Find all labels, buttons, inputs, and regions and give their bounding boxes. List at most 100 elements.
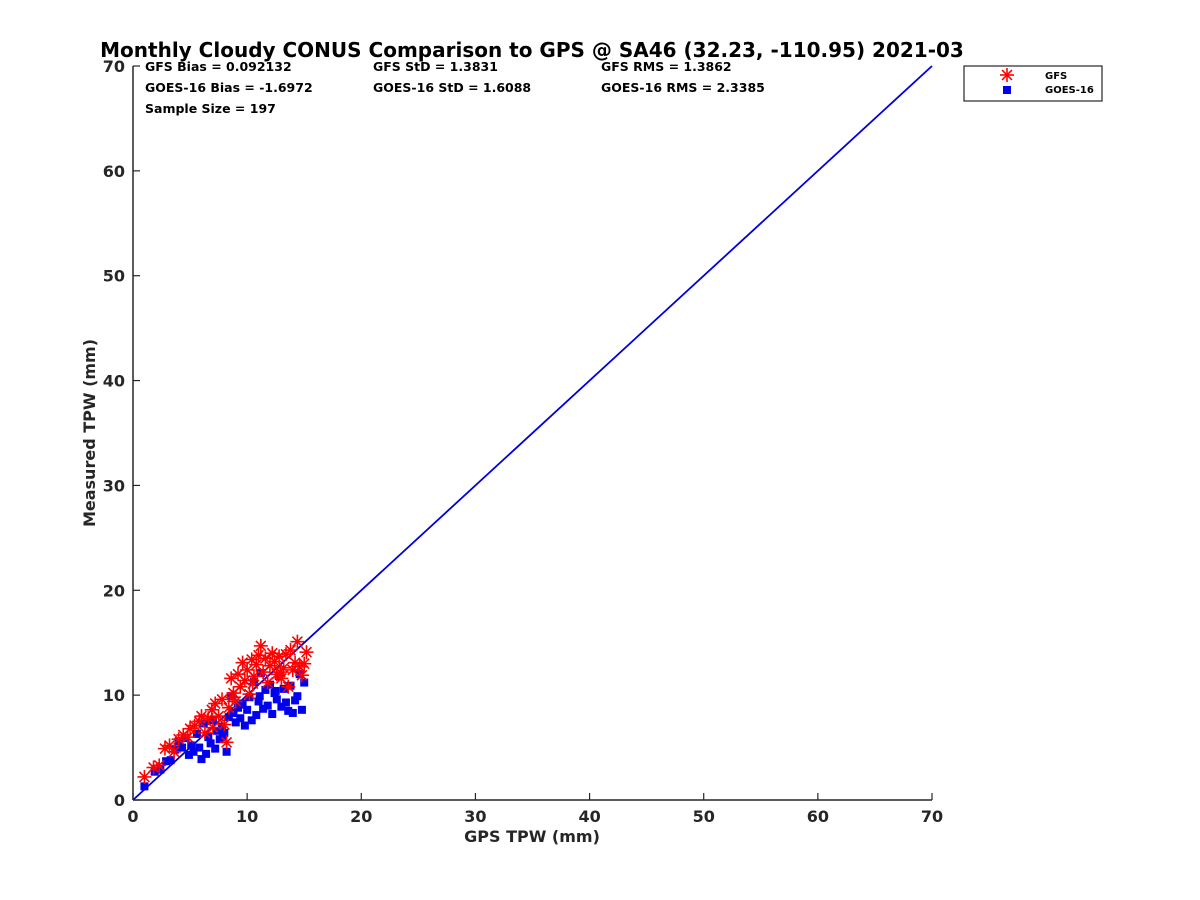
goes16-point (213, 726, 222, 735)
gfs-point (137, 769, 152, 784)
goes16-point (162, 757, 171, 766)
stat-gfs-std: GFS StD = 1.3831 (373, 59, 498, 74)
goes16-point (224, 713, 233, 722)
x-tick-label: 40 (578, 807, 600, 826)
goes16-point (281, 698, 290, 707)
goes16-point (297, 705, 306, 714)
gfs-point (194, 709, 209, 724)
legend: GFS GOES-16 (963, 65, 1103, 102)
goes16-point (256, 669, 265, 678)
goes16-point (243, 705, 252, 714)
x-tick-label: 50 (693, 807, 715, 826)
gfs-point (225, 690, 240, 705)
x-tick-label: 20 (350, 807, 372, 826)
legend-gfs-asterisk (1000, 68, 1014, 82)
stat-gfs-bias: GFS Bias = 0.092132 (145, 59, 292, 74)
gfs-point (253, 638, 268, 653)
goes16-point (208, 716, 217, 725)
goes16-point (247, 716, 256, 725)
goes16-point (166, 756, 175, 765)
legend-label-gfs: GFS (1045, 71, 1067, 82)
gfs-point (290, 634, 305, 649)
y-tick-label: 50 (103, 267, 125, 286)
goes16-point (195, 743, 204, 752)
goes16-point (211, 744, 220, 753)
y-tick-label: 70 (103, 57, 125, 76)
goes16-point (237, 700, 246, 709)
stat-goes-bias: GOES-16 Bias = -1.6972 (145, 80, 313, 95)
goes16-point (192, 729, 201, 738)
goes16-point (219, 732, 228, 741)
gfs-point (231, 667, 246, 682)
goes16-point (189, 747, 198, 756)
goes16-point (252, 711, 261, 720)
gfs-point (242, 687, 257, 702)
gfs-point (283, 643, 298, 658)
y-tick-label: 0 (114, 791, 125, 810)
gfs-point (224, 671, 239, 686)
x-tick-label: 0 (127, 807, 138, 826)
goes16-point (286, 681, 295, 690)
goes16-point (240, 721, 249, 730)
goes16-point (150, 767, 159, 776)
y-tick-label: 30 (103, 476, 125, 495)
gfs-point (256, 665, 271, 680)
goes16-point (293, 692, 302, 701)
chart-title: Monthly Cloudy CONUS Comparison to GPS @… (100, 38, 964, 62)
gfs-point (211, 709, 226, 724)
goes16-point (291, 696, 300, 705)
goes16-point (206, 739, 215, 748)
goes16-point (277, 702, 286, 711)
gfs-point (260, 675, 275, 690)
goes16-point (236, 714, 245, 723)
axis-ticks: 0 10 20 30 40 50 60 70 0 10 20 30 40 50 60 70 (103, 57, 943, 826)
goes16-point (272, 695, 281, 704)
goes16-point (202, 749, 211, 758)
goes16-point (231, 718, 240, 727)
goes16-point (295, 670, 304, 679)
stat-goes-rms: GOES-16 RMS = 2.3385 (601, 80, 765, 95)
goes16-point (197, 755, 206, 764)
goes16-point (178, 743, 187, 752)
y-tick-label: 60 (103, 162, 125, 181)
goes16-point (184, 750, 193, 759)
gfs-point (146, 760, 161, 775)
goes16-point (263, 701, 272, 710)
goes16-point (261, 685, 270, 694)
y-axis-label: Measured TPW (mm) (80, 339, 99, 527)
data-points-layer (137, 634, 314, 791)
x-tick-label: 30 (464, 807, 486, 826)
stat-gfs-rms: GFS RMS = 1.3862 (601, 59, 732, 74)
goes16-point (284, 706, 293, 715)
gfs-point (217, 717, 232, 732)
gfs-point (299, 645, 314, 660)
stat-goes-std: GOES-16 StD = 1.6088 (373, 80, 531, 95)
gfs-point (167, 744, 182, 759)
x-tick-label: 70 (921, 807, 943, 826)
goes16-point (255, 692, 264, 701)
goes16-point (156, 765, 165, 774)
goes16-point (187, 741, 196, 750)
goes16-point (259, 704, 268, 713)
gfs-point (215, 692, 230, 707)
goes16-point (140, 782, 149, 791)
y-tick-label: 40 (103, 372, 125, 391)
goes16-point (288, 708, 297, 717)
y-tick-label: 20 (103, 581, 125, 600)
legend-label-goes16: GOES-16 (1045, 85, 1094, 96)
gfs-point (245, 676, 260, 691)
gfs-point (197, 725, 212, 740)
goes16-point (279, 684, 288, 693)
legend-box (963, 65, 1103, 102)
x-tick-label: 10 (236, 807, 258, 826)
legend-marker-gfs (1000, 68, 1014, 82)
gfs-point (233, 679, 248, 694)
reference-line-layer (132, 65, 933, 801)
gfs-point (219, 735, 234, 750)
x-tick-label: 60 (807, 807, 829, 826)
gfs-point (297, 656, 312, 671)
legend-marker-goes16 (1003, 86, 1011, 94)
gfs-point (205, 720, 220, 735)
gfs-point (281, 679, 296, 694)
